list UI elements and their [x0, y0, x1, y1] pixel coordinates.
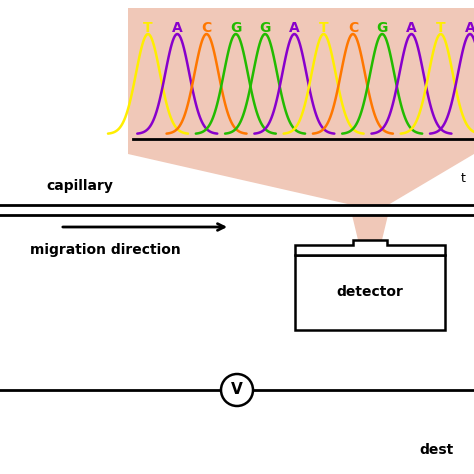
- Text: V: V: [231, 383, 243, 398]
- Polygon shape: [352, 215, 388, 240]
- Text: T: T: [319, 21, 328, 35]
- Text: dest: dest: [420, 443, 454, 457]
- Polygon shape: [128, 8, 474, 154]
- Text: G: G: [259, 21, 271, 35]
- Text: T: T: [143, 21, 153, 35]
- Text: capillary: capillary: [46, 179, 113, 193]
- Text: t: t: [461, 172, 466, 185]
- Text: A: A: [406, 21, 417, 35]
- Polygon shape: [128, 154, 474, 205]
- Text: detector: detector: [337, 285, 403, 300]
- Text: A: A: [289, 21, 300, 35]
- Text: G: G: [230, 21, 242, 35]
- Text: A: A: [172, 21, 182, 35]
- Text: C: C: [348, 21, 358, 35]
- Text: C: C: [201, 21, 212, 35]
- Polygon shape: [295, 240, 445, 255]
- Text: G: G: [376, 21, 388, 35]
- Text: T: T: [436, 21, 446, 35]
- Text: A: A: [465, 21, 474, 35]
- Circle shape: [221, 374, 253, 406]
- Bar: [295, 255, 445, 330]
- Text: migration direction: migration direction: [30, 243, 181, 257]
